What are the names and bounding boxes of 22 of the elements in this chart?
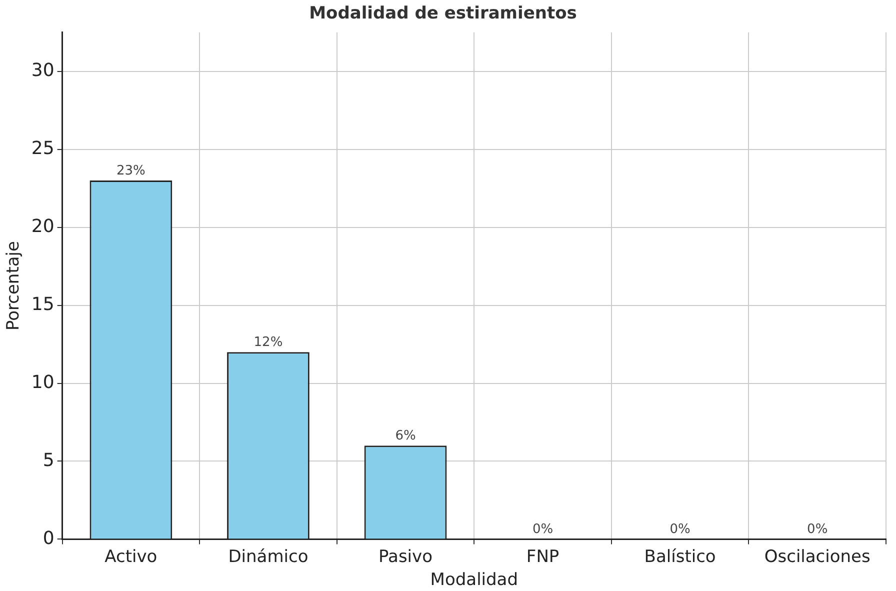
y-tick-label: 30 — [31, 60, 54, 82]
x-tick-label: Activo — [104, 546, 158, 567]
data-label: 12% — [254, 334, 283, 350]
x-tick-label: Pasivo — [378, 546, 432, 567]
x-axis-title: Modalidad — [430, 570, 518, 590]
x-tick-label: Oscilaciones — [764, 546, 871, 567]
data-label: 6% — [395, 428, 416, 444]
data-label: 0% — [670, 522, 690, 538]
y-tick-label: 15 — [31, 294, 54, 315]
y-tick-label: 0 — [42, 528, 54, 549]
y-tick-label: 20 — [31, 216, 54, 237]
x-tick-label: FNP — [526, 546, 560, 567]
y-axis-title: Porcentaje — [4, 241, 24, 331]
chart-title: Modalidad de estiramientos — [309, 4, 577, 24]
y-tick-label: 25 — [31, 138, 54, 160]
x-tick-label: Dinámico — [228, 546, 308, 567]
data-label: 23% — [116, 163, 146, 178]
x-tick-label: Balístico — [644, 546, 716, 567]
y-tick-label: 5 — [42, 450, 54, 471]
y-tick-label: 10 — [31, 372, 54, 393]
data-label: 0% — [532, 522, 554, 538]
data-label: 0% — [807, 522, 828, 538]
